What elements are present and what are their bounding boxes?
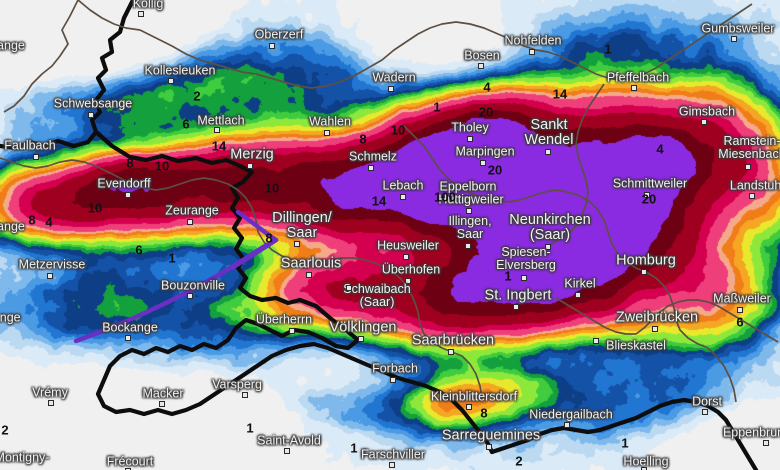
city-marker-icon <box>187 293 193 299</box>
city-marker-icon <box>745 164 751 170</box>
city-marker-icon <box>289 328 295 334</box>
city-marker-icon <box>242 392 248 398</box>
city-marker-icon <box>324 130 330 136</box>
city-marker-icon <box>731 36 737 42</box>
city-marker-icon <box>466 404 472 410</box>
city-marker-icon <box>125 192 131 198</box>
pointer-arrow-dillingen <box>73 209 279 344</box>
city-marker-icon <box>463 195 469 201</box>
city-marker-icon <box>701 119 707 125</box>
city-marker-icon <box>125 335 131 341</box>
city-marker-icon <box>749 193 755 199</box>
city-marker-icon <box>358 336 364 342</box>
regional-border-lines <box>0 0 779 403</box>
city-marker-icon <box>88 112 94 118</box>
city-marker-icon <box>247 163 253 169</box>
city-marker-icon <box>405 278 411 284</box>
city-marker-icon <box>480 160 486 166</box>
city-marker-icon <box>403 254 409 260</box>
city-marker-icon <box>478 63 484 69</box>
city-marker-icon <box>168 78 174 84</box>
city-marker-icon <box>545 244 551 250</box>
city-marker-icon <box>187 219 193 225</box>
city-marker-icon <box>702 409 708 415</box>
city-marker-icon <box>652 326 658 332</box>
city-marker-icon <box>644 192 650 198</box>
city-marker-icon <box>346 285 352 291</box>
city-marker-icon <box>486 444 492 450</box>
city-marker-icon <box>641 269 647 275</box>
city-marker-icon <box>467 136 473 142</box>
city-marker-icon <box>389 462 395 468</box>
city-marker-icon <box>593 338 599 344</box>
national-border-lines <box>0 0 759 470</box>
city-marker-icon <box>545 149 551 155</box>
city-marker-icon <box>284 448 290 454</box>
city-marker-icon <box>641 467 647 470</box>
city-marker-icon <box>138 11 144 17</box>
city-marker-icon <box>448 349 454 355</box>
city-marker-icon <box>631 85 637 91</box>
city-marker-icon <box>214 127 220 133</box>
city-marker-icon <box>47 273 53 279</box>
city-marker-icon <box>529 49 535 55</box>
city-marker-icon <box>159 401 165 407</box>
city-marker-icon <box>513 304 519 310</box>
city-marker-icon <box>466 208 472 214</box>
city-marker-icon <box>306 272 312 278</box>
city-marker-icon <box>390 377 396 383</box>
city-marker-icon <box>737 307 743 313</box>
city-marker-icon <box>269 43 275 49</box>
city-marker-icon <box>33 154 39 160</box>
city-marker-icon <box>575 292 581 298</box>
city-marker-icon <box>400 194 406 200</box>
city-marker-icon <box>388 86 394 92</box>
city-marker-icon <box>125 468 131 470</box>
city-marker-icon <box>368 165 374 171</box>
city-marker-icon <box>564 422 570 428</box>
city-marker-icon <box>465 243 471 249</box>
city-marker-icon <box>521 275 527 281</box>
city-marker-icon <box>48 400 54 406</box>
city-marker-icon <box>294 241 300 247</box>
city-marker-icon <box>763 440 769 446</box>
